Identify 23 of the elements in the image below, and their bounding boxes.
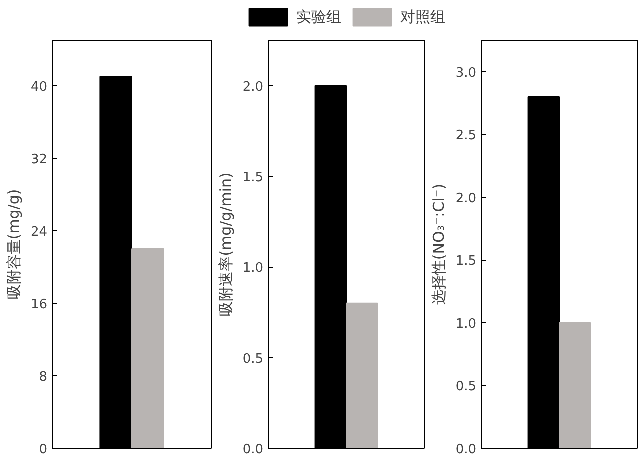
y-tick-label: 16 [30,297,48,312]
legend-label: 实验组 [296,8,342,26]
y-tick-label: 2.0 [456,191,477,206]
y-tick-label: 8 [39,370,48,385]
y-tick-label: 1.0 [242,261,264,276]
y-tick-label: 24 [30,224,48,240]
y-axis-title: 选择性(NO₃⁻:Cl⁻) [430,184,448,306]
y-axis-title: 吸附容量(mg/g) [4,189,23,300]
y-tick-label: 1.0 [456,316,477,332]
y-tick-label: 0.5 [242,352,264,367]
y-tick-label: 1.5 [456,254,477,270]
y-tick-label: 0.0 [242,442,264,458]
y-tick-label: 40 [30,80,48,95]
y-tick-label: 3.0 [456,66,477,81]
y-tick-label: 0.0 [456,442,477,458]
y-tick-label: 0 [39,442,48,458]
y-tick-label: 2.5 [456,128,477,144]
y-tick-label: 1.5 [242,170,264,186]
y-tick-label: 2.0 [242,80,264,95]
y-axis-title: 吸附速率(mg/g/min) [216,172,235,316]
y-tick-label: 32 [30,152,48,168]
legend-label: 对照组 [400,8,446,26]
y-tick-label: 0.5 [456,380,477,395]
